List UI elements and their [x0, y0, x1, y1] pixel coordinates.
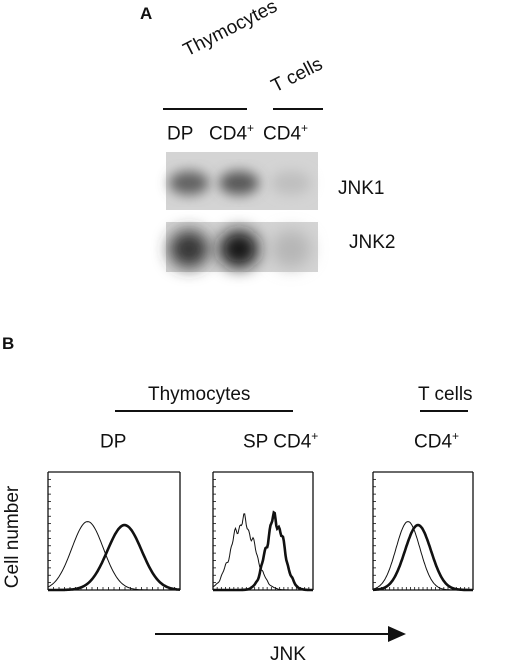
histogram-3: [372, 471, 474, 592]
lane-label-thymocyte-cd4: CD4+: [209, 121, 255, 145]
x-axis-label: JNK: [270, 644, 306, 665]
control-histogram-curve: [212, 513, 313, 591]
blot-label-jnk2: JNK2: [349, 232, 396, 253]
histogram-label-tcell-cd4: CD4+: [414, 429, 460, 453]
histogram-label-dp: DP: [100, 431, 127, 453]
blot-2: [166, 222, 318, 272]
panel-a-letter: A: [140, 4, 153, 23]
blot-band: [169, 171, 209, 195]
jnk-histogram-curve: [48, 523, 180, 592]
jnk-histogram-curve: [213, 510, 313, 592]
panel-a-thymocytes-bracket: [163, 108, 247, 110]
histogram-label-sp-cd4: SP CD4+: [243, 429, 319, 453]
lane-label-dp: DP: [167, 123, 194, 145]
y-axis-label: Cell number: [2, 485, 23, 589]
control-histogram-curve: [47, 521, 180, 591]
blot-band: [271, 230, 311, 268]
blot-band: [169, 230, 209, 268]
panel-b-thymocytes-label: Thymocytes: [148, 384, 251, 405]
lane-label-tcell-cd4: CD4+: [263, 121, 309, 145]
blot-band: [271, 171, 311, 195]
blot-band: [219, 171, 259, 195]
histogram-1: [47, 471, 181, 592]
blot-band: [219, 230, 259, 268]
jnk-arrow-head: [388, 626, 406, 642]
panel-b-thymocytes-bracket: [115, 410, 293, 412]
blot-label-jnk1: JNK1: [338, 178, 385, 199]
jnk-histogram-curve: [373, 523, 473, 592]
panel-a-tcells-bracket: [273, 108, 323, 110]
panel-b-tcells-bracket: [420, 410, 468, 412]
histogram-2: [212, 471, 314, 592]
panel-b-tcells-label: T cells: [418, 384, 473, 405]
panel-b-letter: B: [2, 334, 15, 353]
blot-1: [166, 152, 318, 210]
